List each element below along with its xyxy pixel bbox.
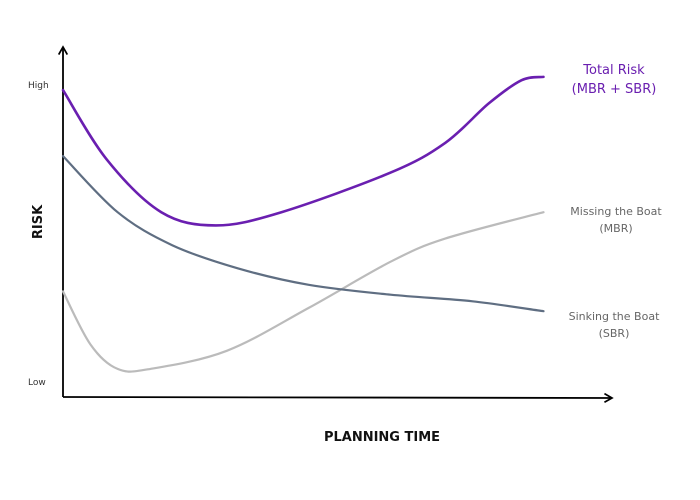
series-layer <box>61 75 545 373</box>
series-line-sbr <box>61 155 545 313</box>
y-tick-high: High <box>28 81 49 91</box>
y-axis-title: RISK <box>31 204 46 239</box>
x-axis-title: PLANNING TIME <box>324 430 440 445</box>
series-line-mbr <box>61 211 545 373</box>
series-label-total-line-1: Total Risk <box>582 63 645 78</box>
series-label-mbr-line-1: Missing the Boat <box>570 205 662 218</box>
y-tick-low: Low <box>28 378 46 388</box>
x-axis <box>62 392 614 404</box>
series-line-total <box>61 75 545 227</box>
series-labels: Missing the Boat (MBR) Sinking the Boat (SB… <box>569 63 663 340</box>
series-label-sbr-line-2: (SBR) <box>599 327 630 340</box>
series-label-mbr-line-2: (MBR) <box>599 222 632 235</box>
series-label-total-line-2: (MBR + SBR) <box>572 82 657 97</box>
series-label-sbr-line-1: Sinking the Boat <box>569 310 660 323</box>
